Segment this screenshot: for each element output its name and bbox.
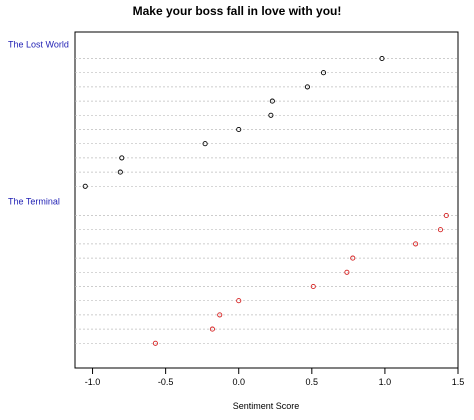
data-point (269, 98, 275, 104)
data-point (209, 326, 215, 332)
data-point (413, 241, 419, 247)
data-point (443, 212, 449, 219)
grid-lines (75, 58, 458, 344)
group-label: The Terminal (8, 196, 60, 206)
data-point (437, 227, 444, 233)
chart-title: Make your boss fall in love with you! (133, 4, 342, 18)
group-labels: The Lost World The Terminal (8, 39, 69, 206)
plot-frame (74, 31, 459, 369)
data-point (152, 340, 158, 346)
data-point (310, 283, 316, 290)
data-point (268, 112, 274, 118)
data-point (117, 169, 123, 175)
x-tick-label: 1.0 (379, 377, 392, 387)
x-tick-label: 0.0 (232, 377, 245, 387)
data-point (119, 155, 125, 161)
data-point (82, 183, 88, 189)
x-tick-label: -1.0 (85, 377, 101, 387)
data-points (82, 55, 449, 346)
x-tick-label: -0.5 (158, 377, 174, 387)
data-point (304, 84, 310, 90)
x-axis-label: Sentiment Score (233, 401, 300, 411)
data-point (379, 55, 385, 62)
data-point (236, 298, 242, 304)
data-point (344, 269, 350, 275)
data-point (320, 70, 327, 76)
group-label: The Lost World (8, 39, 69, 49)
data-point (202, 141, 208, 147)
x-tick-label: 1.5 (452, 377, 465, 387)
data-point (217, 312, 223, 318)
data-point (236, 126, 242, 133)
data-point (350, 255, 356, 261)
x-tick-label: 0.5 (306, 377, 319, 387)
x-axis: -1.0 -0.5 0.0 0.5 1.0 1.5 (85, 367, 465, 387)
